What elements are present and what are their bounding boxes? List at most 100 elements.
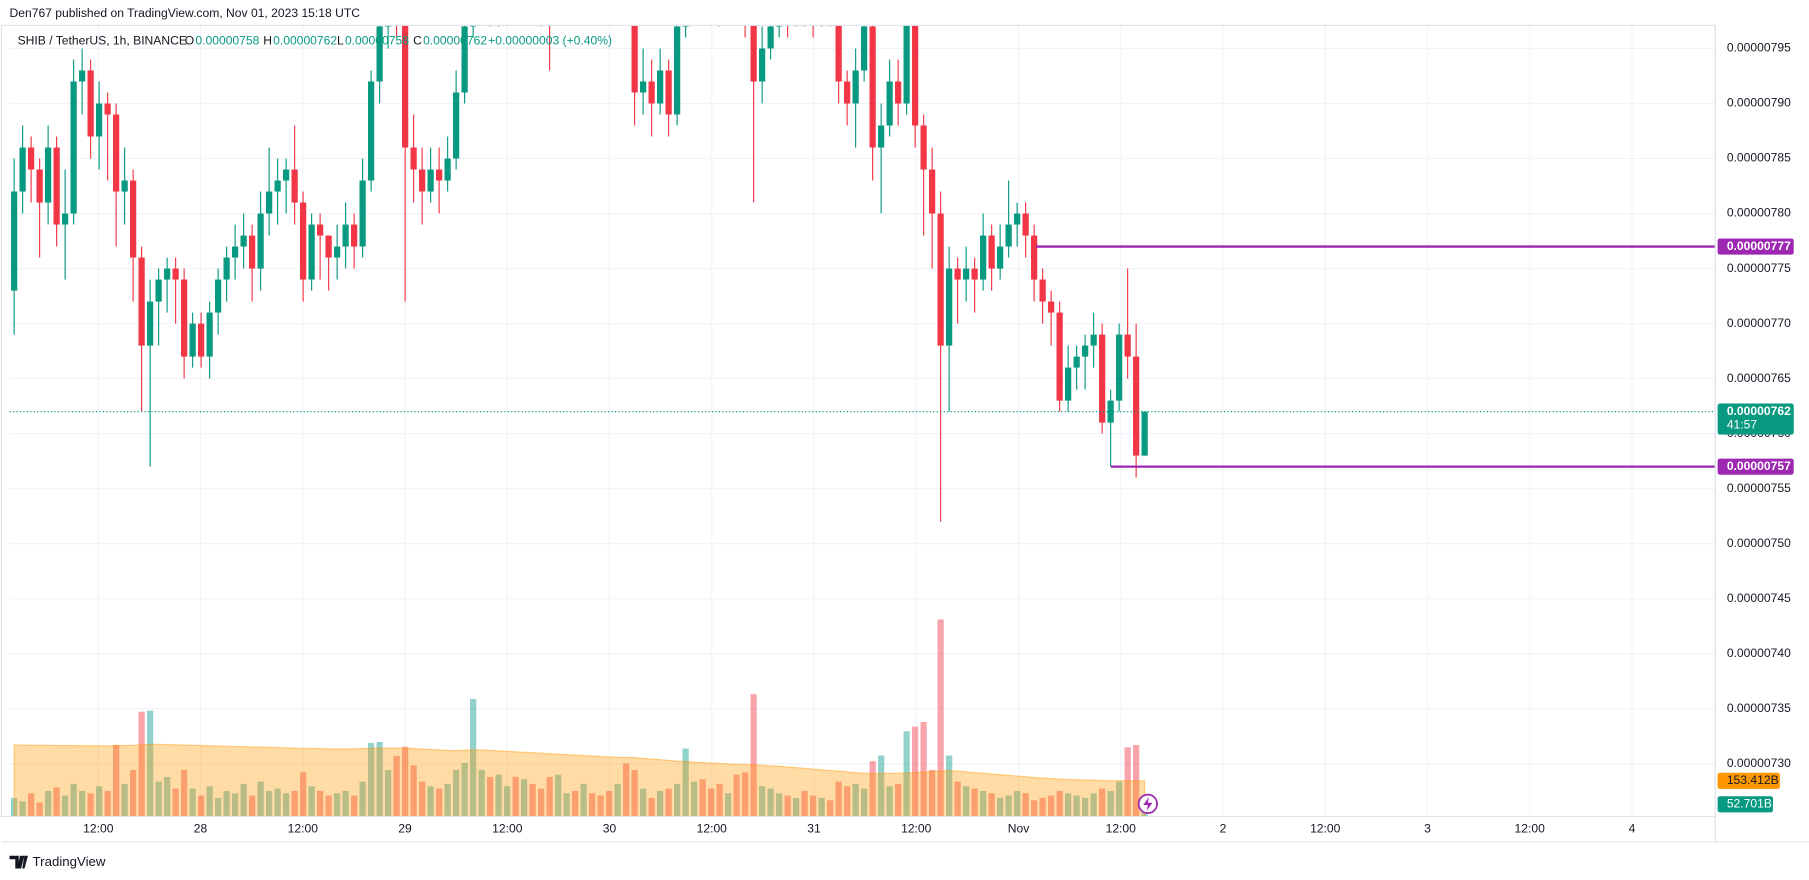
volume-bar [291,790,298,817]
candle-body [793,0,799,15]
volume-bar [529,783,536,817]
volume-bar [801,790,808,817]
volume-bar [96,786,103,817]
candle-body [648,81,655,104]
volume-bar [266,790,273,817]
volume-bar [963,786,970,817]
volume-bar [674,783,681,817]
candle-body [223,257,230,280]
volume-bar [402,746,409,817]
volume-bar [844,786,851,817]
candle-body [121,180,128,192]
level-label: 0.00000757 [1727,459,1791,473]
candle-body [164,268,171,280]
volume-bar [487,776,494,817]
candle-body [810,4,816,15]
volume-bar [861,788,868,817]
volume-bar [1014,790,1021,817]
candle-body [70,81,77,214]
volume-bar [300,772,307,817]
y-tick-label: 0.00000795 [1727,41,1791,55]
volume-bar [776,793,783,817]
volume-bar [1090,793,1097,817]
x-tick-label: 12:00 [1310,821,1341,835]
candle-body [385,25,392,27]
volume-bar [164,776,171,817]
volume-bar [538,788,545,817]
candle-body [785,4,791,15]
candle-body [79,70,86,82]
candle-body [274,180,281,192]
y-tick-label: 0.00000785 [1727,151,1791,165]
volume-ma-label: 153.412B [1727,773,1779,787]
volume-bar [1065,793,1072,817]
published-note: Den767 published on TradingView.com, Nov… [10,6,361,20]
candle-body [36,169,43,203]
ohlc-legend: O 0.00000758 H 0.00000762 L 0.00000758 C 0.0000… [185,34,612,48]
candle-body [1056,312,1063,401]
candle-body [980,235,987,280]
volume-bar [121,783,128,817]
ohlc-key: C [413,34,422,48]
volume-bar [614,783,621,817]
candle-body [206,312,213,357]
ohlc-key: L [337,34,344,48]
candle-body [547,0,553,4]
symbol-label: SHIB / TetherUS, 1h, BINANCE [18,34,187,48]
volume-bar [113,745,120,817]
candle-body [240,235,247,247]
candle-body [1116,334,1123,401]
candle-body [1005,224,1012,247]
volume-bar [198,795,205,817]
volume-bar [1056,790,1063,817]
volume-bar [750,694,757,817]
volume-bar [980,790,987,817]
volume-bar [45,790,52,817]
candle-body [342,224,349,247]
candle-body [997,246,1004,269]
volume-bar [895,783,902,817]
volume-bar [53,787,60,817]
volume-bar [223,790,230,817]
candle-body [19,147,26,192]
candle-body [45,147,52,203]
y-tick-label: 0.00000780 [1727,206,1791,220]
last-price-label: 0.00000762 [1727,404,1791,418]
volume-bar [818,797,825,817]
candle-body [470,25,477,27]
volume-bar [206,786,213,817]
volume-bar [1124,747,1131,817]
candle-body [215,279,222,313]
candle-body [334,246,341,258]
volume-bar [623,763,630,817]
volume-bar [308,786,315,817]
candle-body [759,48,766,82]
candle-body [11,191,18,291]
candle-body [946,268,953,346]
candle-body [155,279,162,302]
candle-body [1048,301,1055,313]
candle-body [427,169,434,192]
volume-bar [283,793,290,817]
candle-body [878,125,885,148]
candle-body [368,81,375,181]
volume-bar [461,762,468,817]
volume-bar [572,790,579,817]
x-tick-label: 2 [1220,821,1227,835]
candle-body [453,92,460,159]
candle-body [232,246,239,258]
candle-body [308,224,315,280]
volume-bar [886,786,893,817]
volume-bar [1116,781,1123,817]
volume-bar [1073,795,1080,817]
volume-bar [215,797,222,817]
candle-body [291,169,298,203]
volume-bar [784,795,791,817]
volume-bar [903,731,910,817]
volume-bar [172,788,179,817]
replay-icon[interactable] [1137,793,1158,814]
x-tick-label: 12:00 [1515,821,1546,835]
x-tick-label: 30 [603,821,617,835]
change-value: +0.00000003 (+0.40%) [488,34,612,48]
candle-body [555,0,561,4]
